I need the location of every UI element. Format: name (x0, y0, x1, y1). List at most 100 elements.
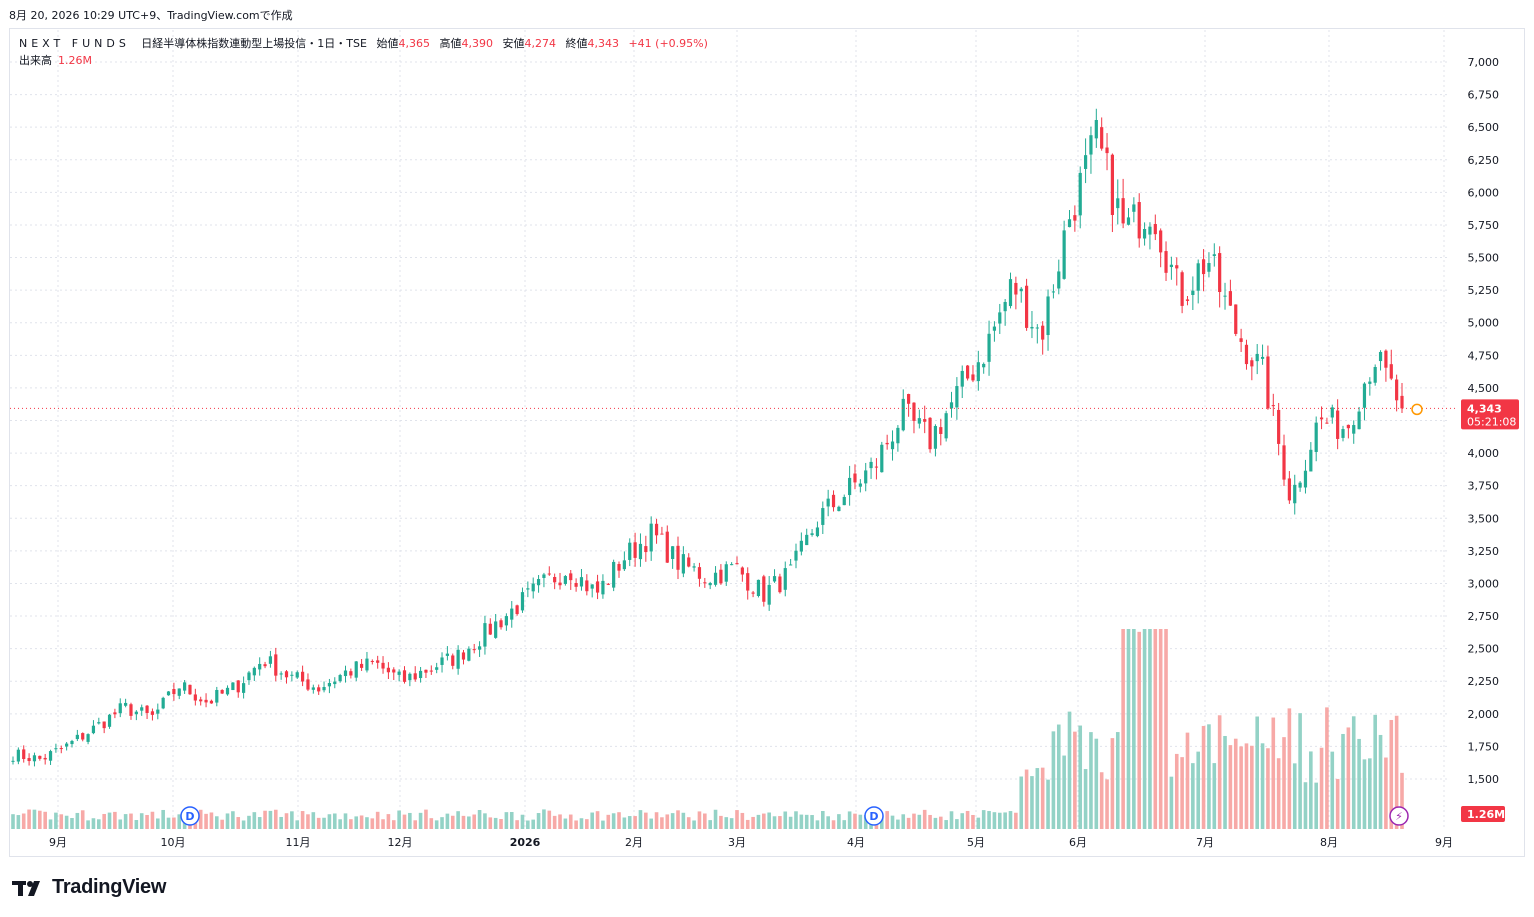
candle-body (43, 757, 47, 760)
candle-body (54, 748, 58, 750)
volume-bar (804, 814, 809, 829)
volume-bar (359, 815, 364, 829)
candle-body (971, 374, 975, 381)
volume-bar (1056, 724, 1061, 829)
volume-bar (955, 819, 959, 829)
volume-bar (64, 815, 69, 829)
volume-bar (59, 814, 64, 829)
volume-bar (1078, 725, 1083, 829)
volume-bar (32, 809, 37, 829)
volume-bar (1196, 751, 1201, 829)
candle-body (290, 674, 294, 676)
candle-body (183, 682, 187, 691)
volume-bar (1266, 748, 1270, 829)
volume-bar (1062, 755, 1066, 829)
lightning-icon[interactable] (1389, 806, 1409, 826)
candle-body (660, 533, 664, 535)
high-label: 高値 (439, 37, 462, 50)
volume-bar (1030, 776, 1034, 829)
x-axis-tick-label: 2月 (625, 836, 643, 849)
volume-bar (585, 819, 589, 829)
volume-bar (397, 810, 401, 829)
volume-bar (102, 813, 106, 829)
volume-bar (434, 820, 439, 829)
volume-bar (863, 814, 868, 829)
tradingview-logo[interactable]: TradingView (12, 876, 166, 899)
volume-bar (354, 816, 359, 829)
candle-body (740, 567, 744, 575)
volume-bar (1341, 733, 1345, 829)
volume-bar (1271, 717, 1276, 829)
volume-bar (649, 818, 653, 829)
candle-body (574, 582, 578, 587)
volume-bar (1368, 758, 1372, 829)
candle-body (622, 560, 626, 570)
candle-body (1314, 422, 1318, 452)
volume-bar (97, 819, 101, 829)
candle-body (1008, 279, 1013, 307)
candle-body (654, 523, 659, 536)
candle-body (435, 667, 439, 670)
dividend-label: D (869, 810, 878, 823)
candle-body (1116, 198, 1120, 209)
candle-body (569, 573, 573, 581)
candle-body (1067, 219, 1072, 228)
candle-body (1083, 155, 1088, 169)
volume-bar (735, 810, 739, 829)
volume-bar (295, 820, 300, 829)
volume-bar (1250, 745, 1254, 829)
candle-body (392, 669, 396, 673)
dividend-label: D (185, 810, 194, 823)
volume-bar (574, 820, 578, 829)
volume-bar (1099, 772, 1104, 829)
dividend-icon[interactable] (180, 806, 200, 826)
dividend-icon[interactable] (864, 806, 884, 826)
candle-body (1132, 204, 1136, 212)
instrument-title[interactable]: 日経半導体株指数連動型上場投信・1日・TSE (141, 37, 367, 50)
volume-bar (724, 817, 729, 829)
candle-body (22, 749, 26, 760)
x-axis-tick-label: 5月 (967, 836, 985, 849)
candle-body (837, 506, 841, 512)
candle-body (1196, 263, 1200, 291)
candle-body (880, 444, 884, 473)
volume-bar (1089, 732, 1093, 829)
candle-body (402, 670, 407, 682)
volume-bar (1137, 631, 1142, 829)
candle-body (161, 697, 165, 709)
countdown-label: 05:21:08 (1467, 415, 1516, 428)
volume-bar (445, 813, 450, 829)
volume-bar (241, 820, 246, 829)
candle-body (1014, 282, 1018, 295)
volume-bar (1126, 629, 1131, 829)
volume-bar (172, 817, 176, 829)
candle-body (477, 646, 482, 650)
volume-bar (386, 814, 391, 829)
candle-body (907, 394, 911, 404)
volume-bar (306, 814, 310, 829)
y-axis-tick-label: 4,750 (1468, 349, 1500, 362)
candle-body (805, 534, 809, 546)
candle-body (48, 751, 53, 761)
candle-body (1234, 304, 1238, 334)
x-axis-tick-label: 11月 (286, 836, 311, 849)
candle-body (1218, 253, 1222, 293)
candle-body (1019, 288, 1023, 292)
y-axis-tick-label: 6,250 (1468, 154, 1500, 167)
volume-label: 出来高 (19, 54, 52, 67)
volume-bar (938, 816, 943, 829)
volume-bar (526, 820, 530, 829)
candle-body (1185, 299, 1190, 301)
volume-bar (981, 810, 986, 829)
y-axis-tick-label: 6,750 (1468, 89, 1500, 102)
lightning-glyph: ⚡ (1395, 810, 1403, 823)
candle-body (343, 670, 348, 677)
candle-body (97, 722, 101, 724)
candle-body (1159, 230, 1163, 253)
candle-body (772, 576, 777, 582)
candle-body (708, 583, 712, 586)
event-marker-icon[interactable] (1411, 403, 1423, 416)
y-axis-tick-label: 7,000 (1468, 56, 1500, 69)
volume-bar (906, 817, 911, 829)
